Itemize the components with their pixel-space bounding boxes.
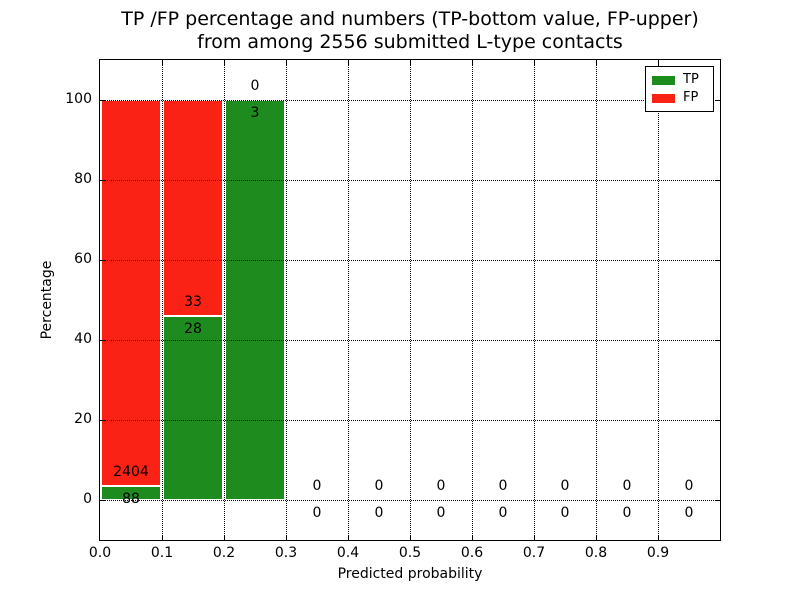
fp-swatch-icon [652,93,675,103]
fp-count-label: 0 [374,478,384,494]
x-tick-label: 0.4 [336,545,360,561]
x-tickmark [658,535,659,540]
gridline-vertical [286,60,287,540]
tp-count-label: 3 [250,105,260,121]
y-tick-label: 100 [65,91,92,107]
x-tick-label: 0.9 [646,545,670,561]
y-tick-label: 60 [74,251,92,267]
gridline-vertical [348,60,349,540]
gridline-vertical [596,60,597,540]
x-tickmark [348,535,349,540]
y-tickmark [100,500,105,501]
x-tickmark [472,535,473,540]
y-tickmark-right [715,180,720,181]
y-tickmark [100,420,105,421]
x-tick-label: 0.3 [274,545,298,561]
y-tick-label: 80 [74,171,92,187]
legend-item-tp: TP [652,73,707,87]
tp-count-label: 0 [622,505,632,521]
fp-count-label: 0 [312,478,322,494]
x-tickmark [224,535,225,540]
bar-segment-tp [225,100,285,500]
tp-count-label: 0 [684,505,694,521]
x-tick-label: 0.2 [212,545,236,561]
x-tick-label: 0.6 [460,545,484,561]
y-tickmark [100,260,105,261]
tp-swatch-icon [652,75,675,85]
bar-segment-tp [101,485,161,500]
y-tickmark [100,340,105,341]
y-axis-label: Percentage [39,260,55,340]
x-tick-label: 0.0 [88,545,112,561]
tp-count-label: 0 [436,505,446,521]
tp-count-label: 0 [498,505,508,521]
fp-count-label: 0 [436,478,446,494]
x-tick-label: 0.1 [150,545,174,561]
y-tickmark-right [715,500,720,501]
x-tickmark-top [596,60,597,65]
bar-segment-tp [163,316,223,500]
y-tickmark-right [715,420,720,421]
chart-title-line1: TP /FP percentage and numbers (TP-bottom… [121,8,699,30]
gridline-vertical [162,60,163,540]
x-tickmark-top [658,60,659,65]
y-tickmark [100,180,105,181]
chart-title-line2: from among 2556 submitted L-type contact… [197,31,623,53]
x-tick-label: 0.5 [398,545,422,561]
tp-count-label: 88 [122,490,140,507]
fp-count-label: 0 [498,478,508,494]
y-tick-label: 40 [74,331,92,347]
y-tick-label: 0 [83,491,92,507]
x-tick-label: 0.8 [584,545,608,561]
y-tickmark-right [715,340,720,341]
fp-count-label: 2404 [113,463,149,480]
x-tickmark-top [472,60,473,65]
tp-count-label: 0 [374,505,384,521]
x-tickmark-top [534,60,535,65]
gridline-vertical [534,60,535,540]
fp-count-label: 0 [250,78,260,94]
gridline-vertical [410,60,411,540]
gridline-vertical [224,60,225,540]
x-tickmark [162,535,163,540]
bar-segment-fp [163,100,223,317]
tp-count-label: 0 [560,505,570,521]
legend-label-fp: FP [683,90,699,105]
fp-count-label: 33 [184,294,202,311]
fp-count-label: 0 [622,478,632,494]
x-tickmark [286,535,287,540]
x-tickmark-top [286,60,287,65]
x-tickmark-top [348,60,349,65]
bar-segment-fp [101,100,161,486]
fp-count-label: 0 [560,478,570,494]
y-tickmark [100,100,105,101]
legend: TP FP [645,66,714,112]
tp-count-label: 28 [184,321,202,338]
y-tickmark-right [715,100,720,101]
x-tick-label: 0.7 [522,545,546,561]
fp-count-label: 0 [684,478,694,494]
x-tickmark [534,535,535,540]
legend-label-tp: TP [683,72,699,87]
y-tickmark-right [715,260,720,261]
gridline-vertical [658,60,659,540]
x-tickmark-top [162,60,163,65]
x-tickmark-top [410,60,411,65]
tp-count-label: 0 [312,505,322,521]
x-tickmark-top [224,60,225,65]
x-axis-label: Predicted probability [337,566,483,582]
y-tick-label: 20 [74,411,92,427]
x-tickmark [410,535,411,540]
legend-item-fp: FP [652,91,707,105]
gridline-vertical [472,60,473,540]
x-tickmark [596,535,597,540]
plot-area: 2404 88 33 28 0 3 0 0 0 0 0 0 0 0 0 0 0 0 0 0 [99,59,721,541]
